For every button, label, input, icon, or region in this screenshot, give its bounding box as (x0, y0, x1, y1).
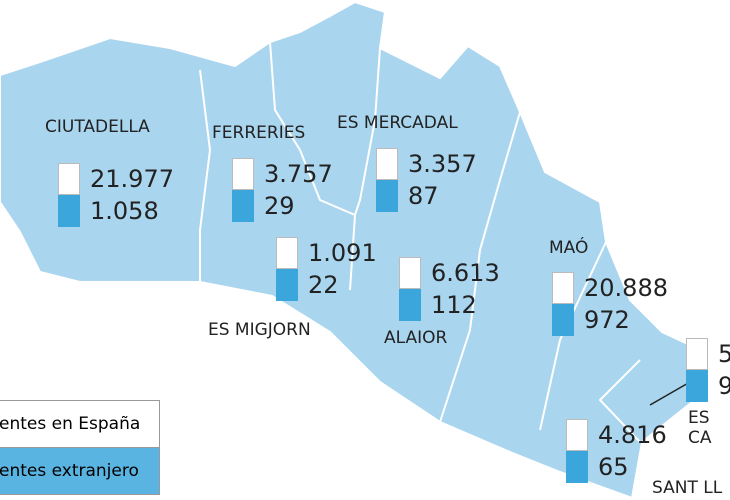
abroad-value: 87 (408, 182, 439, 210)
abroad-box (276, 269, 298, 301)
abroad-box (58, 195, 80, 227)
spain-value: 3.757 (264, 160, 333, 188)
region-name: SANT LL (652, 478, 723, 498)
region-name: FERRERIES (212, 123, 306, 143)
abroad-value: 29 (264, 192, 295, 220)
abroad-box (566, 451, 588, 483)
abroad-value: 112 (431, 291, 477, 319)
spain-box (276, 237, 298, 269)
region-name: ES CA (688, 408, 712, 448)
abroad-box (376, 180, 398, 212)
spain-value: 5 (718, 340, 730, 368)
abroad-value: 22 (308, 271, 339, 299)
spain-box (58, 163, 80, 195)
spain-box (686, 338, 708, 370)
region-name: ES MERCADAL (337, 113, 458, 133)
spain-value: 1.091 (308, 239, 377, 267)
spain-box (566, 419, 588, 451)
abroad-value: 972 (584, 306, 630, 334)
abroad-value: 65 (598, 453, 629, 481)
region-name: ES MIGJORN (208, 320, 311, 340)
spain-value: 21.977 (90, 165, 174, 193)
spain-value: 20.888 (584, 274, 668, 302)
borders (199, 41, 641, 443)
abroad-box (399, 289, 421, 321)
legend-abroad: entes extranjero (0, 447, 160, 495)
spain-value: 4.816 (598, 421, 667, 449)
legend-spain: entes en España (0, 400, 160, 448)
region-name: CIUTADELLA (45, 117, 150, 137)
abroad-box (552, 304, 574, 336)
spain-box (232, 158, 254, 190)
spain-value: 3.357 (408, 150, 477, 178)
abroad-value: 9 (718, 372, 730, 400)
region-name: ALAIOR (384, 328, 448, 348)
spain-box (399, 257, 421, 289)
spain-box (552, 272, 574, 304)
abroad-box (686, 370, 708, 402)
spain-value: 6.613 (431, 259, 500, 287)
spain-box (376, 148, 398, 180)
leader-line (649, 381, 691, 406)
abroad-box (232, 190, 254, 222)
region-name: MAÓ (549, 238, 589, 258)
abroad-value: 1.058 (90, 197, 159, 225)
